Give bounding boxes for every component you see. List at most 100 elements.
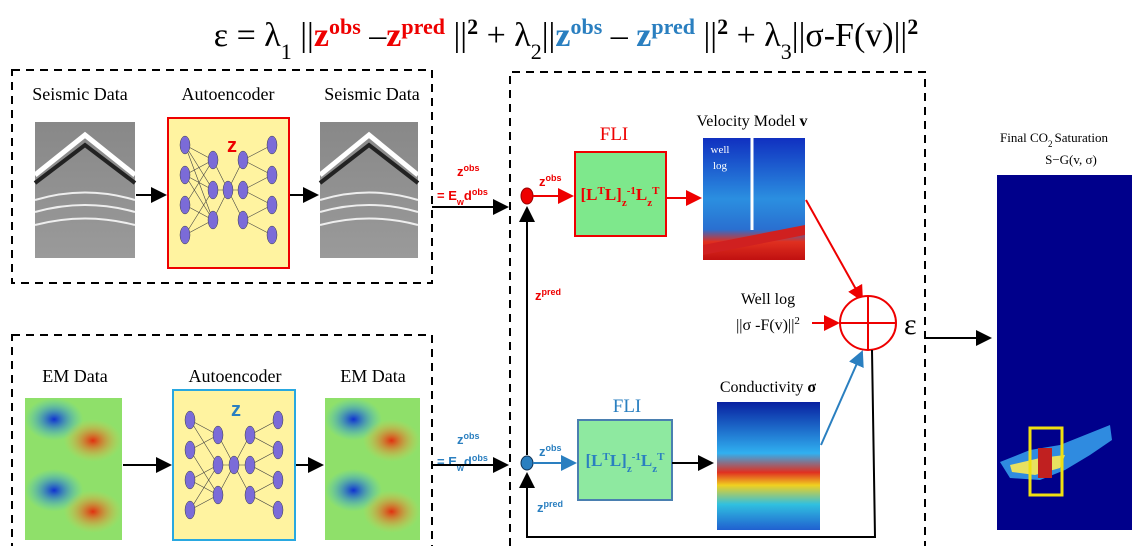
link-label: = Ewdobs <box>437 187 488 207</box>
eq-part: obs <box>570 14 602 39</box>
eq-part: || <box>542 17 556 54</box>
eq-part: z <box>636 17 651 54</box>
eq-part: pred <box>651 14 695 39</box>
equation: ε = λ1 ||zobs –zpred ||2 + λ2||zobs – zp… <box>214 14 918 64</box>
part: ||σ -F(v)|| <box>736 317 794 334</box>
part: pred <box>542 287 562 297</box>
seismic-image <box>35 122 135 258</box>
part: Saturation <box>1055 130 1109 145</box>
node <box>521 456 533 470</box>
part: L <box>636 185 647 204</box>
part: σ <box>807 379 816 396</box>
fli-label: FLI <box>613 396 642 417</box>
eq-part: 3 <box>781 39 792 64</box>
misfit-symbol: ε <box>904 308 917 341</box>
part: pred <box>544 499 564 509</box>
part: z <box>627 463 632 475</box>
part: L] <box>610 451 627 470</box>
part: z <box>652 463 657 475</box>
arrow <box>806 200 862 300</box>
eq-part: 1 <box>281 39 292 64</box>
link-label: zobs <box>457 163 480 179</box>
well-log-label: well <box>711 144 730 156</box>
em-image <box>325 398 420 540</box>
eq-part: ε = λ <box>214 17 281 54</box>
link-label: zobs <box>457 431 480 447</box>
node <box>521 188 533 204</box>
conductivity-image <box>717 402 820 530</box>
feedback-label: zpred <box>537 499 563 515</box>
velocity-image <box>703 138 805 260</box>
well-log-term: ||σ -F(v)||2 <box>736 315 800 334</box>
sum-node <box>840 296 896 350</box>
part: L] <box>605 185 622 204</box>
arrow <box>821 352 862 445</box>
part: T <box>657 451 665 463</box>
label: Seismic Data <box>32 84 127 104</box>
diagram: ε = λ1 ||zobs –zpred ||2 + λ2||zobs – zp… <box>0 0 1132 546</box>
page: ε = λ1 ||zobs –zpred ||2 + λ2||zobs – zp… <box>0 0 1132 546</box>
part: 2 <box>1048 139 1053 149</box>
eq-part: || <box>445 17 467 54</box>
part: obs <box>546 173 562 183</box>
part: -1 <box>632 451 641 463</box>
label: EM Data <box>340 366 405 386</box>
saturation-image <box>997 175 1132 530</box>
label: Seismic Data <box>324 84 419 104</box>
well-log-title: Well log <box>741 291 795 308</box>
eq-part: obs <box>329 14 361 39</box>
eq-part: ||σ-F(v)|| <box>792 17 907 54</box>
part: T <box>652 185 660 197</box>
model-title: Conductivity σ <box>720 379 817 396</box>
part: -1 <box>627 185 636 197</box>
eq-part: z <box>314 17 329 54</box>
eq-part: z <box>555 17 570 54</box>
eq-part: + λ <box>728 17 781 54</box>
part: Conductivity <box>720 379 808 396</box>
eq-part: – <box>602 17 636 54</box>
input-label: zobs <box>539 443 562 459</box>
part: L <box>641 451 652 470</box>
part: = E <box>437 188 457 203</box>
em-image <box>25 398 122 540</box>
part: Velocity Model <box>696 113 799 130</box>
eq-part: + λ <box>478 17 531 54</box>
eq-part: || <box>292 17 314 54</box>
fli-label: FLI <box>600 124 629 145</box>
model-title: Velocity Model v <box>696 113 807 130</box>
eq-part: || <box>695 17 717 54</box>
part: Final CO <box>1000 130 1048 145</box>
input-label: zobs <box>539 173 562 189</box>
part: obs <box>546 443 562 453</box>
well-log-label: log <box>713 160 728 172</box>
eq-part: pred <box>401 14 445 39</box>
eq-part: 2 <box>467 14 478 39</box>
link-label: = Ewdobs <box>437 453 488 473</box>
latent-label: z <box>227 135 237 157</box>
eq-part: 2 <box>907 14 918 39</box>
part: obs <box>472 453 488 463</box>
label: Autoencoder <box>189 366 282 386</box>
eq-part: 2 <box>717 14 728 39</box>
part: = E <box>437 454 457 469</box>
label: Autoencoder <box>182 84 275 104</box>
part: [L <box>581 185 598 204</box>
result-formula: S−G(v, σ) <box>1045 152 1097 167</box>
part: obs <box>472 187 488 197</box>
eq-part: – <box>361 17 388 54</box>
part: [L <box>586 451 603 470</box>
eq-part: z <box>386 17 401 54</box>
latent-label: z <box>231 399 241 421</box>
part: v <box>800 113 808 130</box>
eq-part: 2 <box>531 39 542 64</box>
label: EM Data <box>42 366 107 386</box>
part: obs <box>464 163 480 173</box>
seismic-image <box>320 122 418 258</box>
part: z <box>647 197 652 209</box>
part: obs <box>464 431 480 441</box>
part: d <box>464 454 472 469</box>
part: 2 <box>794 315 800 327</box>
part: z <box>622 197 627 209</box>
feedback-label: zpred <box>535 287 561 303</box>
